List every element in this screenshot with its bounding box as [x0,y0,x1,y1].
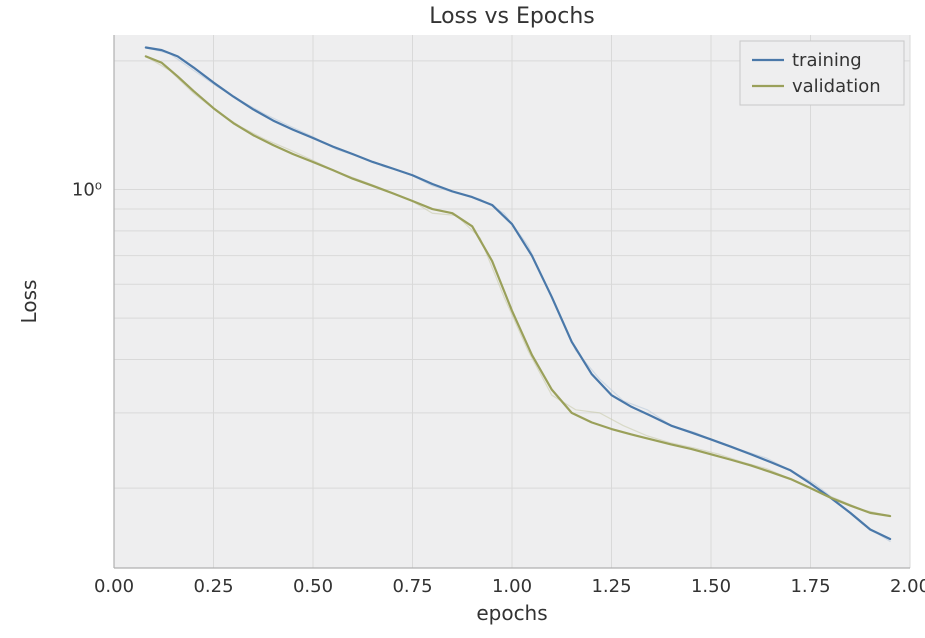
x-axis-label: epochs [476,601,547,625]
y-axis-label: Loss [17,280,41,324]
x-tick-label: 1.00 [492,576,532,597]
x-tick-label: 2.00 [890,576,925,597]
x-tick-label: 1.75 [790,576,830,597]
y-tick-labels: 10⁰ [72,180,102,201]
x-tick-label: 0.75 [392,576,432,597]
x-tick-labels: 0.00 0.25 0.50 0.75 1.00 1.25 1.50 1.75 2.00 [94,576,925,597]
x-tick-label: 0.25 [193,576,233,597]
y-tick-label: 10⁰ [72,180,102,201]
chart-container: 0.00 0.25 0.50 0.75 1.00 1.25 1.50 1.75 2.00 10⁰… [0,0,925,638]
loss-vs-epochs-chart: 0.00 0.25 0.50 0.75 1.00 1.25 1.50 1.75 2.00 10⁰… [0,0,925,638]
x-tick-label: 0.50 [293,576,333,597]
x-tick-label: 0.00 [94,576,134,597]
legend-label-validation: validation [792,76,881,97]
x-tick-label: 1.50 [691,576,731,597]
chart-title: Loss vs Epochs [429,4,595,29]
legend-label-training: training [792,50,862,71]
x-tick-label: 1.25 [591,576,631,597]
legend: training validation [740,41,904,105]
